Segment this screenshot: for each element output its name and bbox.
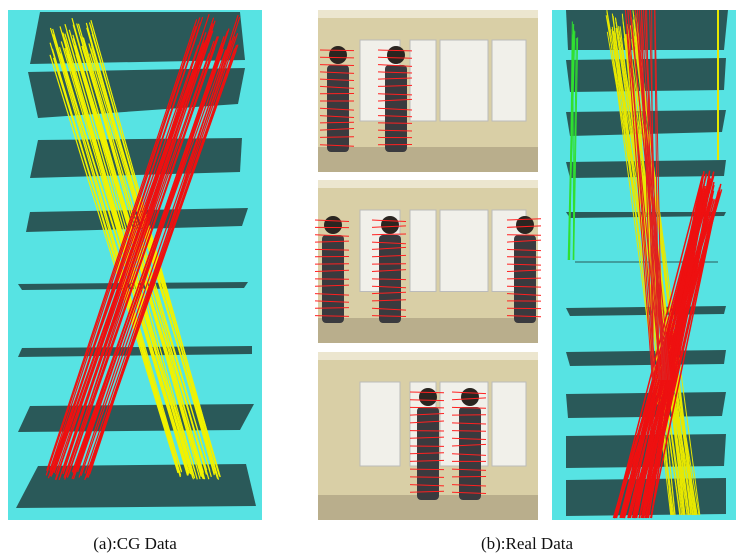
poster	[492, 40, 526, 121]
flow	[315, 308, 349, 309]
flow	[320, 122, 354, 123]
head	[329, 46, 347, 64]
floor	[318, 147, 538, 172]
flow	[410, 477, 444, 478]
flow	[320, 57, 354, 58]
head	[461, 388, 479, 406]
flow	[320, 137, 354, 138]
ceiling	[318, 10, 538, 18]
ceiling	[318, 180, 538, 188]
flow	[378, 123, 412, 124]
floor	[318, 318, 538, 343]
poster	[410, 210, 436, 292]
flow	[507, 278, 541, 279]
flow	[507, 235, 541, 236]
ceiling	[318, 352, 538, 360]
poster	[410, 40, 436, 121]
head	[381, 216, 399, 234]
caption-a: (a):CG Data	[93, 534, 177, 553]
poster	[440, 210, 488, 292]
poster	[492, 382, 526, 466]
caption-b: (b):Real Data	[481, 534, 573, 553]
flow	[320, 50, 354, 51]
head	[324, 216, 342, 234]
flow	[452, 431, 486, 432]
poster	[360, 382, 400, 466]
head	[419, 388, 437, 406]
head	[387, 46, 405, 64]
real-photos	[315, 10, 541, 520]
figure: (a):CG Data (b):Real Data	[0, 0, 739, 558]
poster	[440, 40, 488, 121]
